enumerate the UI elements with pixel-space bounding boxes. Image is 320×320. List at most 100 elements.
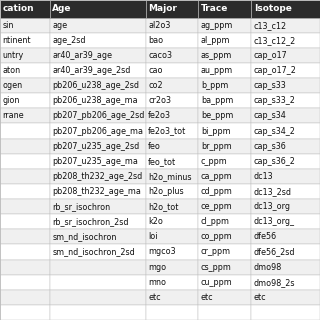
Bar — [198, 275, 251, 290]
Text: pb206_u238_age_2sd: pb206_u238_age_2sd — [52, 81, 139, 90]
Text: co_ppm: co_ppm — [201, 232, 233, 241]
Bar — [251, 244, 320, 260]
Bar — [198, 93, 251, 108]
Bar — [50, 199, 146, 214]
Bar — [251, 154, 320, 169]
Bar — [251, 305, 320, 320]
Text: caco3: caco3 — [148, 51, 172, 60]
Bar — [146, 63, 198, 78]
Text: loi: loi — [148, 232, 158, 241]
Text: cap_s33_2: cap_s33_2 — [254, 96, 296, 105]
Bar — [0, 199, 50, 214]
Text: age: age — [52, 21, 67, 30]
Text: cation: cation — [3, 4, 34, 13]
Text: cap_s33: cap_s33 — [254, 81, 286, 90]
Text: ca_ppm: ca_ppm — [201, 172, 233, 181]
Bar — [251, 184, 320, 199]
Bar — [0, 124, 50, 139]
Bar — [251, 124, 320, 139]
Bar — [251, 108, 320, 124]
Text: be_ppm: be_ppm — [201, 111, 233, 120]
Bar — [146, 290, 198, 305]
Text: pb207_pb206_age_2sd: pb207_pb206_age_2sd — [52, 111, 145, 120]
Bar — [146, 184, 198, 199]
Bar — [50, 154, 146, 169]
Bar — [0, 154, 50, 169]
Bar — [146, 93, 198, 108]
Text: aton: aton — [3, 66, 21, 75]
Text: cap_s36: cap_s36 — [254, 142, 286, 151]
Text: dc13_org: dc13_org — [254, 202, 291, 211]
Bar — [0, 275, 50, 290]
Bar — [0, 184, 50, 199]
Bar — [50, 93, 146, 108]
Text: dmo98_2s: dmo98_2s — [254, 278, 295, 287]
Text: etc: etc — [148, 293, 161, 302]
Text: pb207_u235_age_ma: pb207_u235_age_ma — [52, 157, 138, 166]
Bar — [146, 33, 198, 48]
Text: ntinent: ntinent — [3, 36, 31, 45]
Bar — [50, 290, 146, 305]
Text: ar40_ar39_age: ar40_ar39_age — [52, 51, 112, 60]
Text: Major: Major — [148, 4, 177, 13]
Text: cap_o17: cap_o17 — [254, 51, 287, 60]
Bar — [198, 108, 251, 124]
Text: dmo98: dmo98 — [254, 263, 282, 272]
Text: al2o3: al2o3 — [148, 21, 171, 30]
Text: br_ppm: br_ppm — [201, 142, 232, 151]
Bar — [146, 244, 198, 260]
Text: sm_nd_isochron: sm_nd_isochron — [52, 232, 116, 241]
Text: pb206_u238_age_ma: pb206_u238_age_ma — [52, 96, 138, 105]
Text: Isotope: Isotope — [254, 4, 292, 13]
Text: feo: feo — [148, 142, 161, 151]
Text: b_ppm: b_ppm — [201, 81, 228, 90]
Text: cu_ppm: cu_ppm — [201, 278, 233, 287]
Bar — [0, 214, 50, 229]
Bar — [0, 169, 50, 184]
Bar — [198, 229, 251, 244]
Bar — [0, 78, 50, 93]
Bar — [0, 0, 50, 18]
Text: cs_ppm: cs_ppm — [201, 263, 232, 272]
Text: ag_ppm: ag_ppm — [201, 21, 233, 30]
Text: cr_ppm: cr_ppm — [201, 247, 231, 256]
Text: pb208_th232_age_ma: pb208_th232_age_ma — [52, 187, 141, 196]
Bar — [0, 244, 50, 260]
Bar — [146, 199, 198, 214]
Text: cap_o17_2: cap_o17_2 — [254, 66, 297, 75]
Text: cl_ppm: cl_ppm — [201, 217, 230, 226]
Bar — [251, 63, 320, 78]
Text: rrane: rrane — [3, 111, 24, 120]
Bar — [198, 244, 251, 260]
Bar — [50, 48, 146, 63]
Text: bao: bao — [148, 36, 163, 45]
Bar — [198, 18, 251, 33]
Bar — [146, 154, 198, 169]
Bar — [251, 260, 320, 275]
Text: rb_sr_isochron: rb_sr_isochron — [52, 202, 110, 211]
Bar — [146, 124, 198, 139]
Text: c13_c12: c13_c12 — [254, 21, 287, 30]
Text: h2o_plus: h2o_plus — [148, 187, 184, 196]
Bar — [198, 33, 251, 48]
Bar — [50, 139, 146, 154]
Bar — [146, 214, 198, 229]
Bar — [198, 305, 251, 320]
Text: pb207_pb206_age_ma: pb207_pb206_age_ma — [52, 126, 143, 135]
Text: as_ppm: as_ppm — [201, 51, 232, 60]
Text: ar40_ar39_age_2sd: ar40_ar39_age_2sd — [52, 66, 131, 75]
Bar — [50, 33, 146, 48]
Bar — [0, 93, 50, 108]
Bar — [198, 78, 251, 93]
Bar — [0, 108, 50, 124]
Bar — [146, 139, 198, 154]
Bar — [146, 48, 198, 63]
Bar — [251, 229, 320, 244]
Text: pb207_u235_age_2sd: pb207_u235_age_2sd — [52, 142, 140, 151]
Bar — [146, 108, 198, 124]
Text: ogen: ogen — [3, 81, 23, 90]
Bar — [251, 33, 320, 48]
Text: cap_s34_2: cap_s34_2 — [254, 126, 296, 135]
Text: cap_s34: cap_s34 — [254, 111, 286, 120]
Bar — [198, 48, 251, 63]
